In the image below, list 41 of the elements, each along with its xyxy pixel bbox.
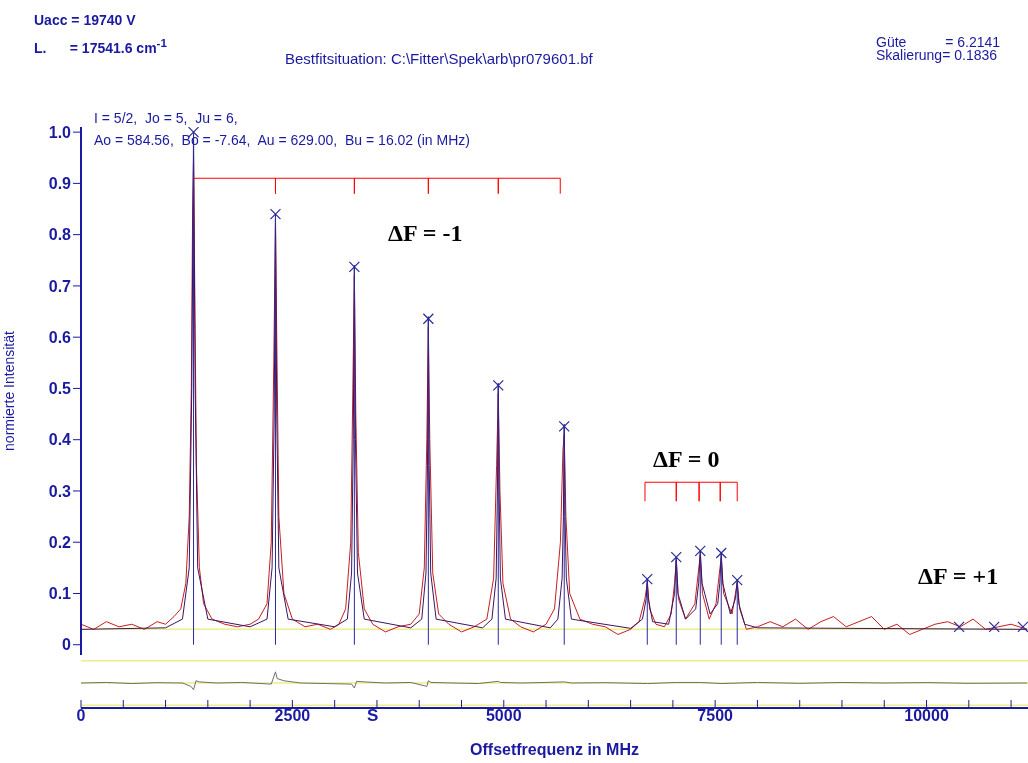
y-tick-label: 0.6 [48,328,72,346]
annotation: ΔF = 0 [653,446,720,473]
y-tick-label: 0.5 [48,380,72,398]
y-tick-label: 0.2 [48,533,72,551]
point [558,420,570,432]
y-axis-title: normierte Intensität [0,330,17,451]
point [1017,621,1028,633]
x-tick-label: 0 [76,707,86,725]
point [269,208,282,220]
text: L. = 17541.6 cm$^{-1}$ [34,36,167,56]
point [731,574,743,586]
annotation: ΔF = +1 [918,563,999,590]
point [348,261,360,273]
y-tick-label: 0.3 [48,482,72,500]
text: Güte = 6.2141 [876,34,1001,50]
text: I = 5/2, Jo = 5, Ju = 6, [94,110,238,126]
point [492,379,504,391]
y-tick-label: 0.9 [48,175,72,193]
y-tick-label: 1.0 [48,123,72,141]
point [694,545,706,557]
point [641,573,653,585]
point [715,547,727,559]
y-tick-label: 0.8 [48,226,72,244]
x-axis-title: Offsetfrequenz in MHz [470,741,639,758]
point [670,551,682,563]
text: Skalierung= 0.1836 [876,47,998,63]
x-tick-label: 7500 [697,707,734,725]
x-tick-label: 2500 [274,707,311,725]
x-tick-label: 10000 [904,707,949,725]
y-tick-label: 0.1 [48,585,72,603]
text: S [367,706,379,726]
y-tick-label: 0.4 [48,431,72,449]
y-tick-label: 0.7 [48,277,72,295]
x-tick-label: 5000 [485,707,522,725]
text: Uacc = 19740 V [34,12,136,28]
point [953,621,965,633]
point [988,621,1000,633]
annotation: ΔF = -1 [388,220,463,247]
point [422,313,434,325]
chart-title: Bestfitsituation: C:\Fitter\Spek\arb\pr079601.bf [285,50,593,67]
y-tick-label: 0 [62,636,72,654]
